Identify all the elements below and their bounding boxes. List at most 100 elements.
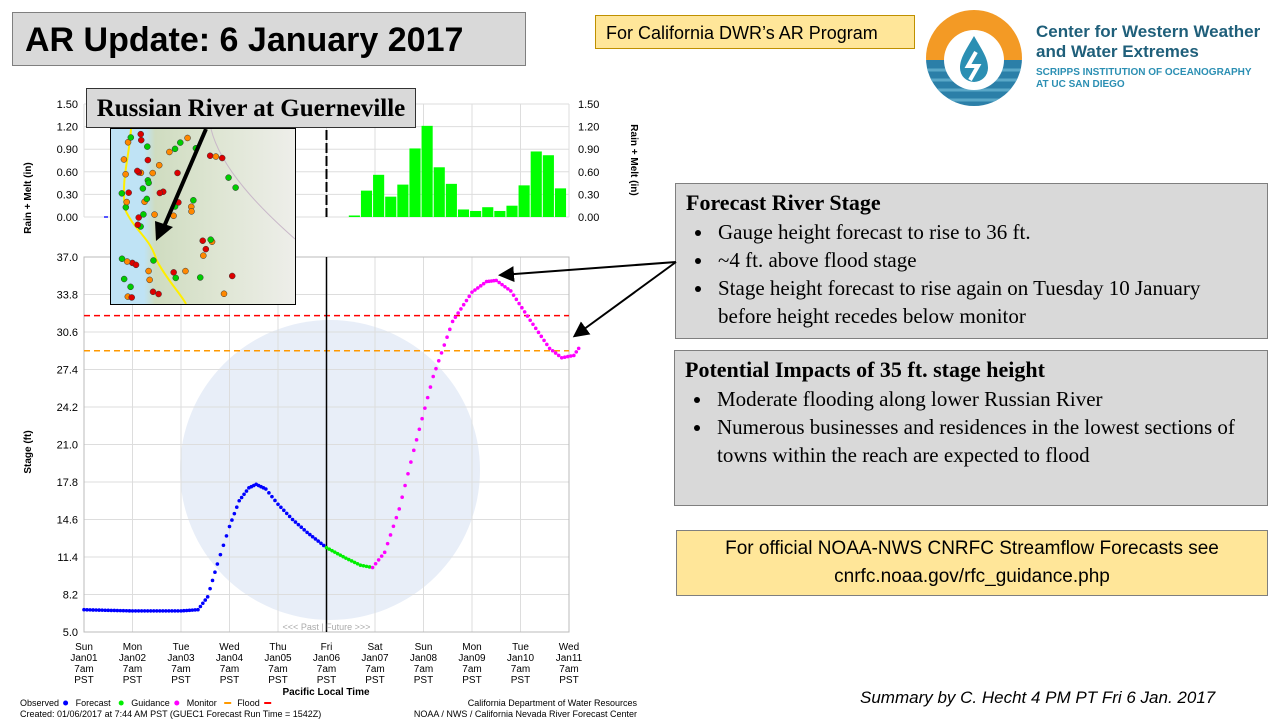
stage-point-guidance: [476, 286, 480, 290]
rain-bar: [518, 185, 530, 217]
stage-point-guidance: [423, 406, 427, 410]
gauge-marker: [182, 267, 189, 275]
stage-point-forecast: [344, 556, 348, 560]
stage-point-guidance: [470, 290, 474, 294]
stage-point-observed: [88, 608, 92, 612]
x-tick-label: 7am: [559, 664, 578, 675]
stage-point-observed: [103, 608, 108, 613]
gauge-marker: [155, 290, 162, 298]
callout-arrows: [498, 261, 677, 338]
stage-point-observed: [157, 609, 162, 613]
x-tick-label: Wed: [559, 642, 579, 653]
impacts-bullet: Numerous businesses and residences in th…: [713, 413, 1257, 469]
map-markers: [118, 129, 295, 304]
stage-point-guidance: [574, 350, 579, 354]
stage-point-observed: [184, 608, 189, 613]
stage-point-guidance: [467, 294, 472, 299]
gauge-marker: [184, 134, 191, 142]
stage-point-observed: [112, 608, 117, 613]
stage-point-guidance: [450, 319, 455, 324]
stage-point-guidance: [562, 355, 567, 359]
stage-point-forecast: [364, 564, 369, 569]
stage-point-observed: [302, 528, 306, 532]
gauge-marker: [144, 143, 151, 150]
x-tick-label: 7am: [317, 664, 336, 675]
stage-point-observed: [121, 608, 126, 613]
gauge-marker: [135, 214, 142, 221]
stage-point-guidance: [542, 338, 546, 343]
stage-point-guidance: [439, 351, 444, 355]
x-tick-label: PST: [171, 675, 190, 686]
x-tick-label: Jan10: [507, 653, 535, 664]
gauge-marker: [199, 237, 206, 244]
gauge-marker: [124, 139, 132, 146]
official-link[interactable]: cnrfc.noaa.gov/rfc_guidance.php: [834, 566, 1110, 587]
stage-point-guidance: [522, 310, 527, 314]
rain-tick-label-left: 0.00: [57, 212, 78, 224]
stage-point-guidance: [388, 533, 393, 537]
x-tick-label: Jan01: [70, 653, 98, 664]
stage-point-guidance: [514, 297, 519, 302]
x-tick-label: 7am: [365, 664, 384, 675]
stage-point-observed: [182, 608, 186, 613]
stage-point-guidance: [550, 348, 555, 353]
gauge-marker: [134, 167, 141, 175]
x-tick-label: 7am: [462, 664, 481, 675]
rain-tick-label-right: 0.00: [578, 212, 599, 224]
stage-point-observed: [319, 541, 323, 546]
gauge-marker: [127, 283, 134, 291]
stage-point-guidance: [417, 427, 422, 432]
gauge-marker: [149, 169, 156, 177]
station-label: Russian River at Guerneville: [86, 88, 416, 128]
stage-point-observed: [198, 604, 203, 609]
stage-point-forecast: [361, 563, 366, 568]
stage-point-guidance: [376, 558, 381, 562]
x-tick-label: 7am: [268, 664, 287, 675]
stage-point-observed: [234, 505, 239, 509]
rain-bar: [433, 167, 445, 217]
stage-point-guidance: [553, 351, 558, 355]
stage-point-guidance: [414, 438, 419, 442]
gauge-marker: [171, 145, 179, 153]
gauge-marker: [172, 274, 180, 282]
stage-point-observed: [215, 562, 220, 566]
stage-tick-label: 33.8: [57, 290, 78, 302]
legend-label: Monitor: [187, 698, 217, 708]
stage-point-guidance: [456, 311, 460, 315]
x-tick-label: PST: [74, 675, 93, 686]
x-tick-label: Sun: [75, 642, 93, 653]
stage-point-guidance: [425, 395, 430, 400]
stage-point-guidance: [370, 565, 375, 570]
rain-tick-label-left: 0.30: [57, 189, 78, 201]
logo-institution: SCRIPPS INSTITUTION OF OCEANOGRAPHY AT UC…: [1036, 67, 1252, 91]
stage-point-guidance: [459, 307, 463, 311]
stage-point-forecast: [341, 554, 345, 559]
x-tick-label: Sat: [367, 642, 382, 653]
forecast-bullet: Stage height forecast to rise again on T…: [714, 274, 1257, 330]
stage-point-observed: [270, 494, 274, 499]
stage-point-observed: [276, 502, 280, 507]
stage-point-observed: [205, 595, 210, 599]
gauge-marker: [120, 275, 128, 283]
stage-point-guidance: [565, 354, 570, 359]
stage-point-observed: [136, 609, 141, 613]
stage-point-observed: [100, 608, 104, 612]
rain-bar: [457, 209, 470, 217]
stage-point-guidance: [576, 346, 581, 351]
x-tick-label: Jan02: [119, 653, 147, 664]
official-forecast-note: For official NOAA-NWS CNRFC Streamflow F…: [676, 530, 1268, 596]
x-tick-label: 7am: [74, 664, 93, 675]
stage-point-guidance: [406, 471, 410, 476]
gauge-marker: [123, 198, 130, 206]
stage-point-observed: [145, 609, 150, 613]
stage-point-guidance: [531, 322, 535, 327]
gauge-marker: [228, 272, 236, 280]
stage-axis-label: Stage (ft): [23, 430, 34, 473]
stage-point-guidance: [478, 284, 483, 288]
stage-point-observed: [310, 534, 315, 539]
stage-tick-label: 14.6: [57, 515, 78, 527]
gauge-marker: [125, 189, 132, 196]
stage-point-guidance: [500, 282, 504, 287]
stage-tick-label: 8.2: [63, 590, 78, 602]
stage-point-guidance: [442, 343, 447, 347]
